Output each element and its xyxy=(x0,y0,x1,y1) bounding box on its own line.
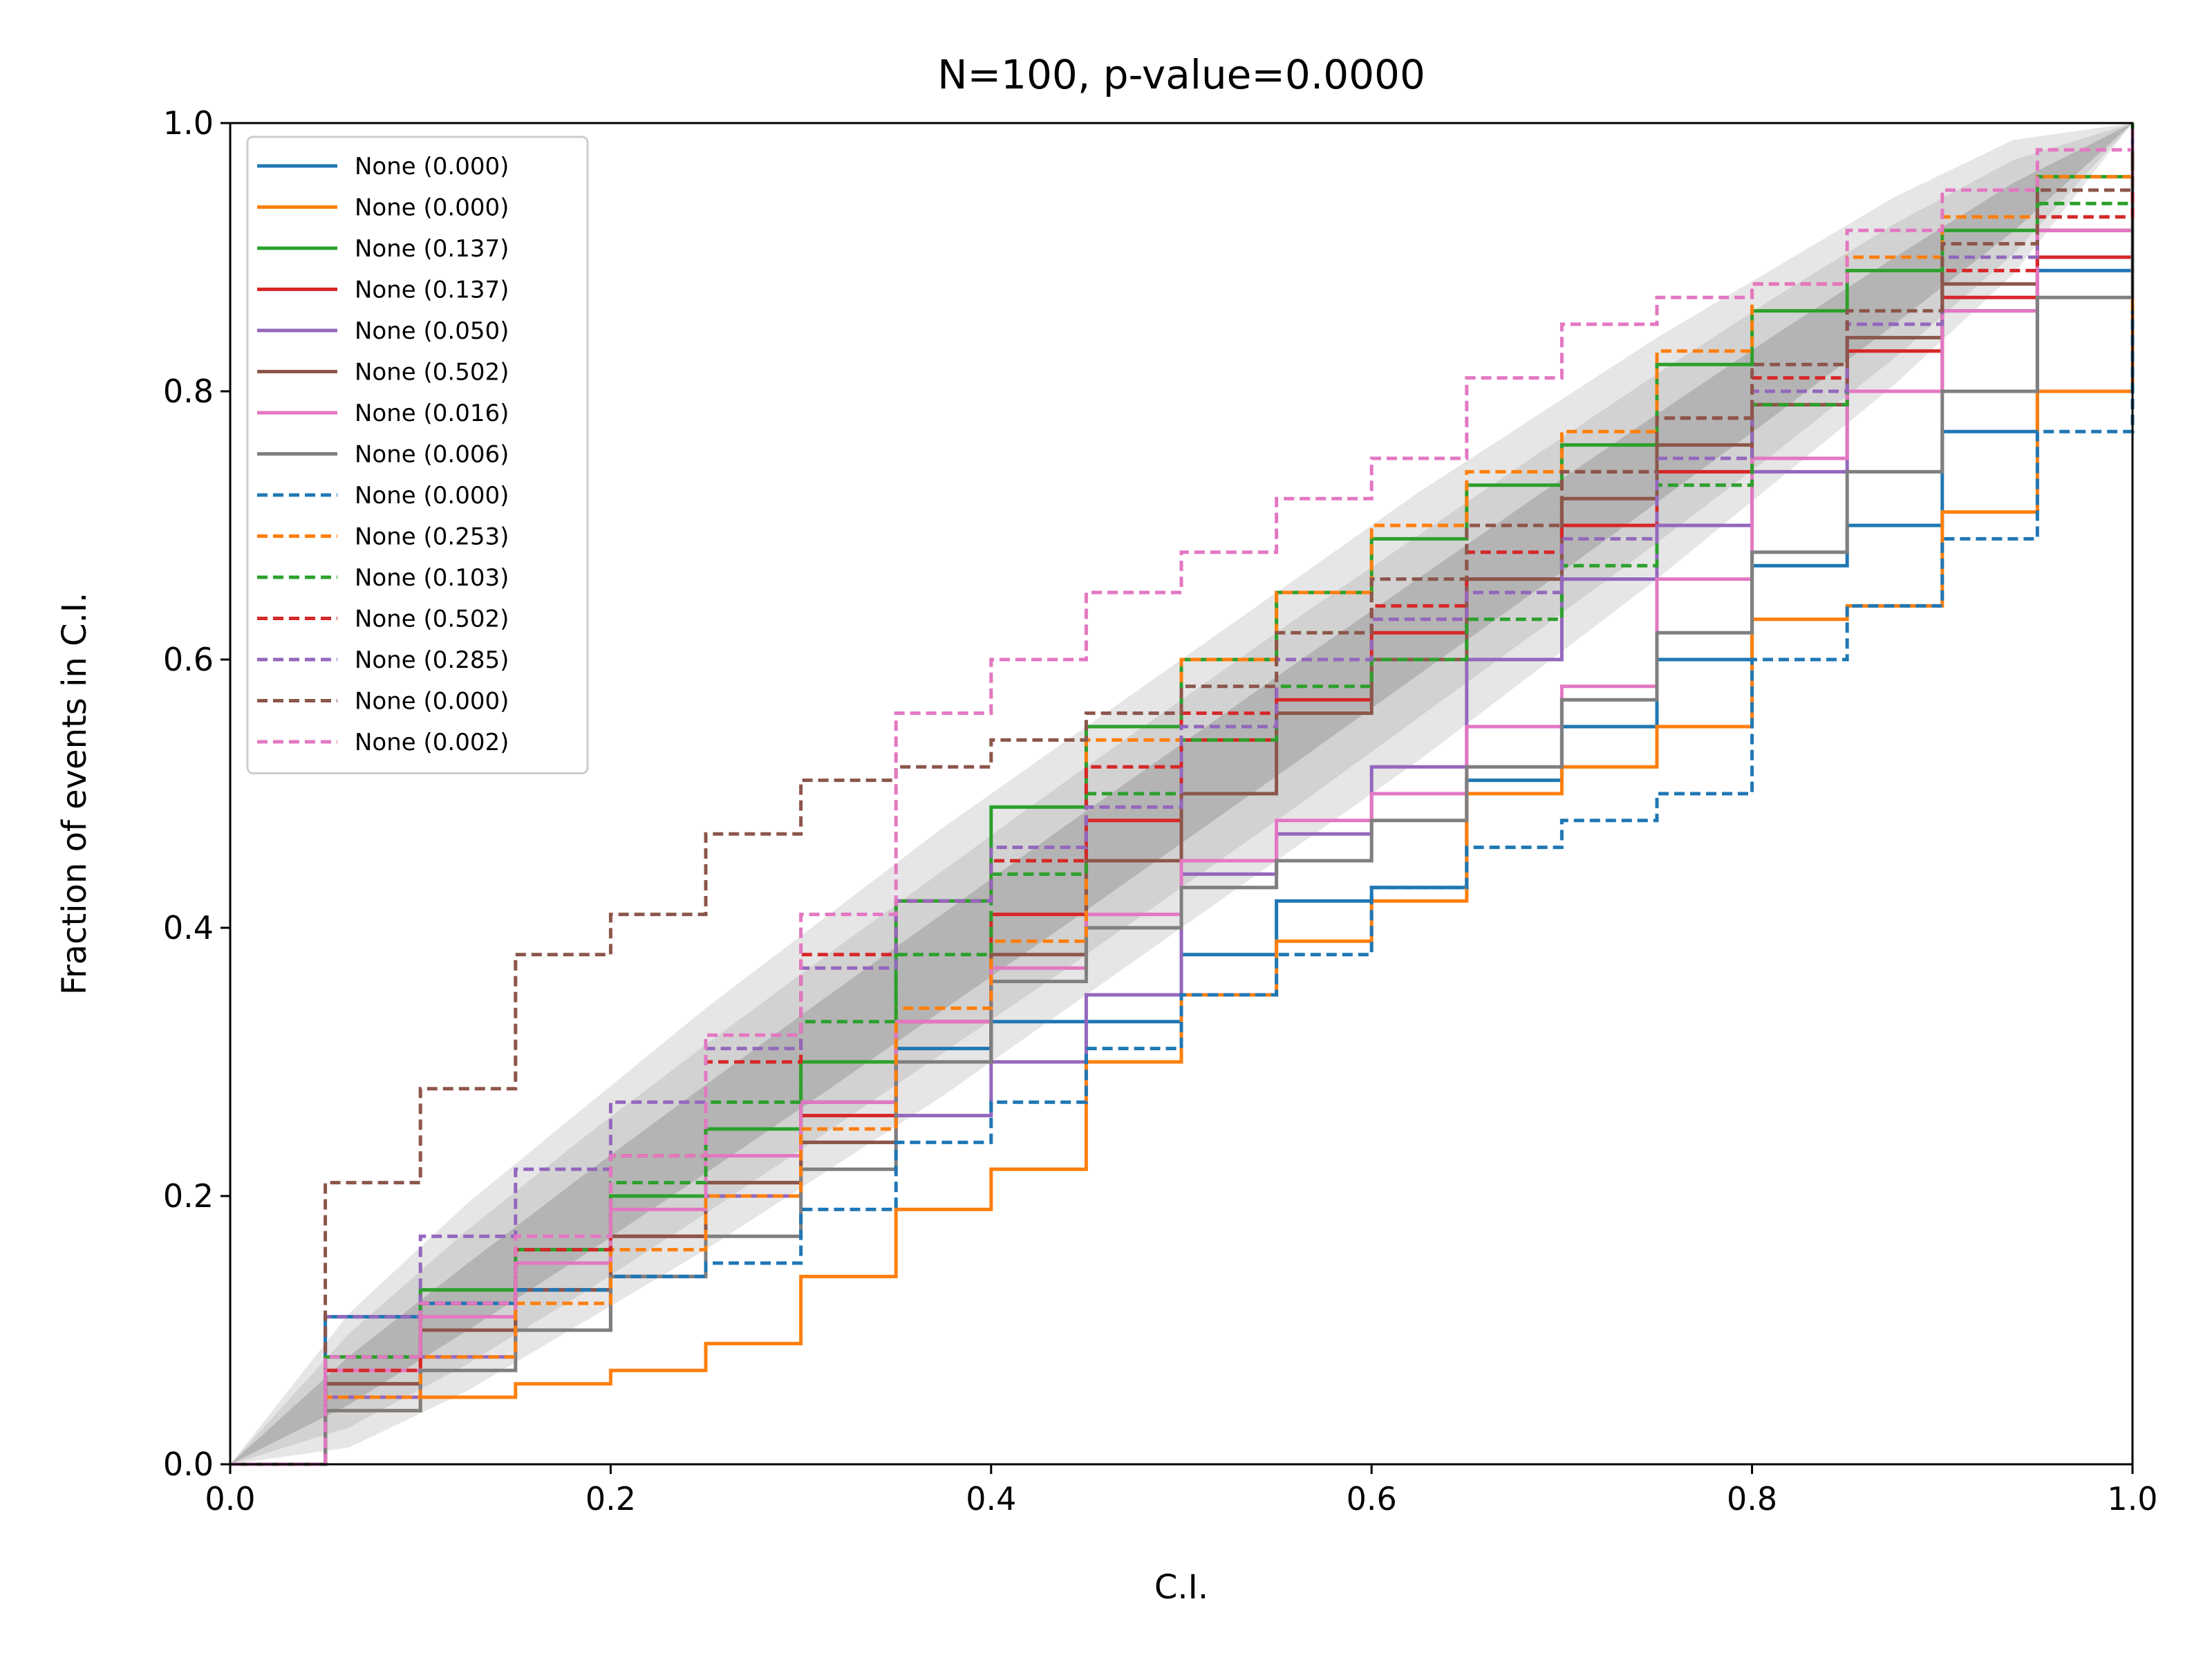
legend-label: None (0.000) xyxy=(355,688,509,716)
y-tick-label: 1.0 xyxy=(163,104,214,142)
series-line-7 xyxy=(230,163,2135,1466)
legend-label: None (0.502) xyxy=(355,359,509,386)
legend-box xyxy=(246,136,589,774)
legend-label: None (0.103) xyxy=(355,564,509,592)
x-tick-label: 0.0 xyxy=(205,1480,255,1518)
x-tick-label: 0.8 xyxy=(1727,1480,1777,1518)
y-tick-label: 0.8 xyxy=(163,373,214,410)
legend: None (0.000) None (0.000) None (0.137) None… xyxy=(246,136,589,774)
axis-ticks: 0.0 0.2 0.4 0.6 0.8 1.0 0.0 0.2 0.4 0.6 0.8 1.0 xyxy=(163,104,2158,1518)
legend-label: None (0.137) xyxy=(355,277,509,304)
legend-label: None (0.000) xyxy=(355,153,509,180)
y-tick-label: 0.2 xyxy=(163,1177,214,1215)
legend-label: None (0.502) xyxy=(355,606,509,633)
legend-label: None (0.016) xyxy=(355,400,509,427)
legend-label: None (0.050) xyxy=(355,317,509,345)
x-tick-label: 1.0 xyxy=(2107,1480,2157,1518)
x-tick-label: 0.6 xyxy=(1347,1480,1397,1518)
series-line-13 xyxy=(230,123,2135,1466)
legend-label: None (0.000) xyxy=(355,194,509,222)
legend-label: None (0.137) xyxy=(355,235,509,263)
y-tick-label: 0.4 xyxy=(163,909,214,946)
series-line-8 xyxy=(230,176,2135,1466)
series-line-9 xyxy=(230,310,2135,1466)
series-line-15 xyxy=(230,123,2135,1466)
series-lines xyxy=(230,123,2135,1466)
y-tick-label: 0.0 xyxy=(163,1446,214,1483)
chart-title: N=100, p-value=0.0000 xyxy=(937,51,1425,98)
legend-label: None (0.285) xyxy=(355,646,509,674)
plot-frame xyxy=(229,122,2134,1466)
y-axis-label: Fraction of events in C.I. xyxy=(55,592,94,996)
x-axis-label: C.I. xyxy=(1154,1568,1208,1607)
legend-label: None (0.002) xyxy=(355,729,509,756)
legend-label: None (0.253) xyxy=(355,523,509,551)
x-tick-label: 0.4 xyxy=(966,1480,1016,1518)
y-tick-label: 0.6 xyxy=(163,641,214,678)
x-tick-label: 0.2 xyxy=(585,1480,636,1518)
legend-label: None (0.000) xyxy=(355,482,509,510)
legend-label: None (0.006) xyxy=(355,441,509,469)
